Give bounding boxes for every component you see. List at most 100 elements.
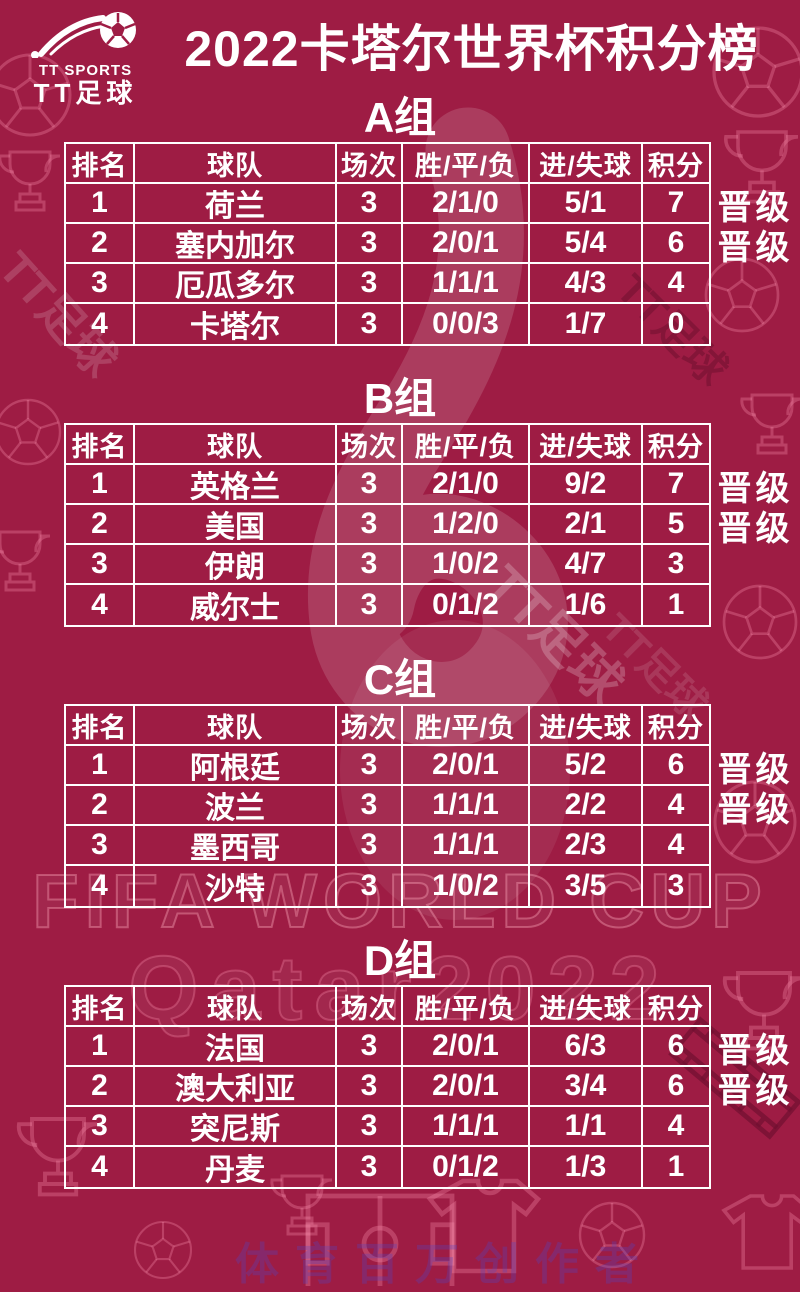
col-header-points: 积分: [643, 706, 709, 746]
tt-sports-logo: TT SPORTS TT足球: [18, 10, 153, 108]
cell-played: 3: [337, 465, 403, 505]
col-header-goals: 进/失球: [530, 987, 643, 1027]
cell-points: 4: [643, 1107, 709, 1147]
cell-rank: 2: [66, 224, 135, 264]
promotion-column-a: 晋级 晋级: [711, 142, 800, 346]
cell-points: 4: [643, 786, 709, 826]
cell-points: 0: [667, 307, 685, 340]
cell-points: 7: [643, 184, 709, 224]
cell-points: 6: [643, 1067, 709, 1107]
cell-wdl: 1/1/1: [403, 264, 530, 304]
promote-label: [711, 545, 800, 585]
cell-goals: 5/1: [530, 184, 643, 224]
cell-goals: 1/6: [530, 585, 643, 625]
cell-goals: 1/7: [530, 304, 643, 344]
promote-label: [711, 826, 800, 866]
cell-played: 3: [337, 1147, 403, 1187]
cell-team: 阿根廷: [135, 746, 337, 786]
pitch-icon: [308, 1196, 452, 1286]
cell-points: 7: [643, 465, 709, 505]
promote-label: [711, 585, 800, 625]
col-header-team: 球队: [135, 144, 337, 184]
cell-team: 法国: [135, 1027, 337, 1067]
cell-wdl: 1/0/2: [403, 866, 530, 906]
cell-team: 突尼斯: [135, 1107, 337, 1147]
cell-played: 3: [337, 585, 403, 625]
shirt-icon: [722, 1194, 800, 1270]
col-header-points: 积分: [643, 987, 709, 1027]
col-header-rank: 排名: [66, 706, 135, 746]
cell-goals: 1/3: [530, 1147, 643, 1187]
cell-goals: 1/1: [530, 1107, 643, 1147]
cell-played: 3: [337, 826, 403, 866]
promote-label: [711, 304, 800, 344]
promote-label: [711, 264, 800, 304]
group-section-c: C组 排名 球队 场次 胜/平/负 进/失球 积分 1 阿根廷 3 2/0/1 …: [0, 657, 800, 908]
group-title-b: B组: [363, 375, 437, 422]
cell-rank: 4: [66, 866, 135, 906]
cell-played: 3: [337, 866, 403, 906]
cell-team: 波兰: [135, 786, 337, 826]
group-section-a: A组 排名 球队 场次 胜/平/负 进/失球 积分 1 荷兰 3 2/1/0 5…: [0, 95, 800, 346]
cell-goals: 2/2: [530, 786, 643, 826]
cell-goals: 4/7: [530, 545, 643, 585]
cell-points: 6: [643, 1027, 709, 1067]
cell-team: 厄瓜多尔: [135, 264, 337, 304]
cell-wdl: 1/2/0: [403, 505, 530, 545]
col-header-wdl: 胜/平/负: [403, 144, 530, 184]
promote-label: 晋级: [717, 188, 794, 227]
standings-table-b: 排名 球队 场次 胜/平/负 进/失球 积分 1 英格兰 3 2/1/0 9/2…: [64, 423, 711, 627]
col-header-rank: 排名: [66, 987, 135, 1027]
col-header-rank: 排名: [66, 144, 135, 184]
promote-label: 晋级: [717, 509, 794, 548]
cell-played: 3: [337, 1067, 403, 1107]
standings-table-d: 排名 球队 场次 胜/平/负 进/失球 积分 1 法国 3 2/0/1 6/3 …: [64, 985, 711, 1189]
cell-rank: 3: [66, 545, 135, 585]
cell-points: 1: [667, 1150, 685, 1183]
cell-points: 4: [643, 264, 709, 304]
cell-goals: 5/4: [530, 224, 643, 264]
cell-goals: 3/5: [530, 866, 643, 906]
cell-team: 塞内加尔: [135, 224, 337, 264]
cell-team: 澳大利亚: [135, 1067, 337, 1107]
col-header-team: 球队: [135, 987, 337, 1027]
col-header-rank: 排名: [66, 425, 135, 465]
promote-label: [711, 1107, 800, 1147]
cell-played: 3: [337, 184, 403, 224]
cell-points: 6: [643, 224, 709, 264]
cell-points: 5: [643, 505, 709, 545]
cell-wdl: 2/0/1: [403, 1027, 530, 1067]
cell-wdl: 0/1/2: [403, 1147, 530, 1187]
cell-played: 3: [337, 505, 403, 545]
cell-wdl: 0/0/3: [403, 304, 530, 344]
col-header-wdl: 胜/平/负: [403, 987, 530, 1027]
football-icon: [578, 1201, 646, 1269]
cell-team: 威尔士: [135, 585, 337, 625]
cell-played: 3: [337, 1027, 403, 1067]
standings-table-a: 排名 球队 场次 胜/平/负 进/失球 积分 1 荷兰 3 2/1/0 5/1 …: [64, 142, 711, 346]
standings-table-c: 排名 球队 场次 胜/平/负 进/失球 积分 1 阿根廷 3 2/0/1 5/2…: [64, 704, 711, 908]
col-header-goals: 进/失球: [530, 144, 643, 184]
standings-c: 排名 球队 场次 胜/平/负 进/失球 积分 1 阿根廷 3 2/0/1 5/2…: [64, 704, 800, 908]
col-header-points: 积分: [643, 144, 709, 184]
cell-rank: 3: [66, 1107, 135, 1147]
cell-points: 3: [643, 545, 709, 585]
promotion-column-b: 晋级 晋级: [711, 423, 800, 627]
cell-team: 美国: [135, 505, 337, 545]
cell-team: 丹麦: [135, 1147, 337, 1187]
cell-rank: 3: [66, 264, 135, 304]
cell-wdl: 1/1/1: [403, 786, 530, 826]
cell-points: 3: [667, 869, 685, 902]
cell-rank: 1: [66, 184, 135, 224]
cell-goals: 2/1: [530, 505, 643, 545]
cell-team: 荷兰: [135, 184, 337, 224]
cell-wdl: 2/0/1: [403, 1067, 530, 1107]
col-header-played: 场次: [337, 987, 403, 1027]
promotion-column-c: 晋级 晋级: [711, 704, 800, 908]
ribbon-watermark: [307, 107, 570, 920]
cell-played: 3: [337, 224, 403, 264]
cell-played: 3: [337, 264, 403, 304]
group-section-d: D组 排名 球队 场次 胜/平/负 进/失球 积分 1 法国 3 2/0/1 6…: [0, 938, 800, 1189]
cell-points: 6: [643, 746, 709, 786]
